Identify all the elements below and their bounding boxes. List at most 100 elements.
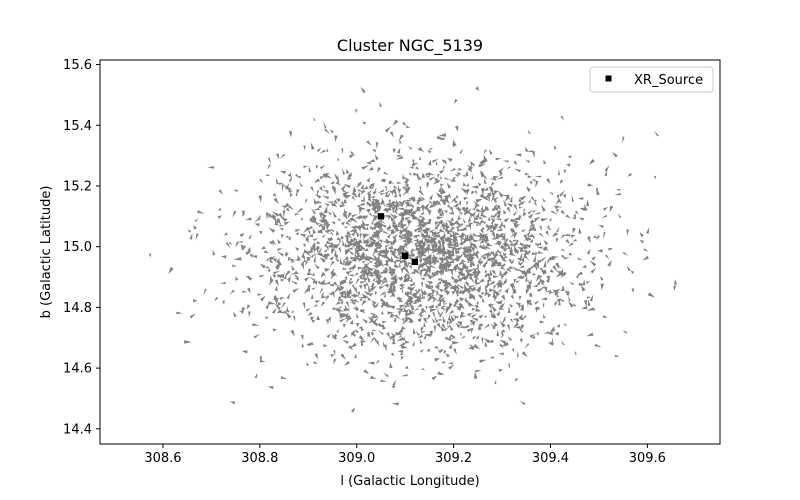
field-star-point	[473, 200, 480, 208]
field-star-point	[351, 231, 356, 237]
field-star-point	[513, 220, 519, 228]
field-star-point	[439, 294, 444, 299]
field-star-point	[292, 288, 300, 293]
field-star-point	[536, 259, 542, 263]
field-star-point	[388, 179, 392, 185]
field-star-point	[407, 262, 413, 265]
field-star-point	[514, 239, 519, 247]
field-star-point	[319, 288, 324, 294]
field-star-point	[425, 234, 431, 240]
field-star-point	[475, 370, 482, 373]
field-star-point	[310, 294, 314, 299]
field-star-point	[563, 323, 568, 327]
field-star-point	[604, 165, 610, 172]
field-star-point	[566, 163, 571, 167]
field-star-point	[523, 234, 527, 241]
field-star-point	[458, 240, 466, 245]
field-star-point	[362, 195, 365, 201]
field-star-point	[358, 223, 364, 231]
field-star-point	[301, 342, 305, 348]
field-star-point	[306, 342, 311, 347]
x-tick-label: 309.4	[532, 451, 569, 466]
field-star-point	[399, 228, 402, 234]
field-star-point	[378, 286, 385, 290]
field-star-point	[511, 266, 518, 271]
field-star-point	[642, 255, 649, 261]
field-star-point	[518, 200, 523, 207]
field-star-point	[419, 245, 424, 249]
field-star-point	[525, 146, 529, 153]
field-star-point	[274, 279, 279, 287]
field-star-point	[300, 334, 304, 341]
field-star-point	[196, 209, 205, 214]
field-star-point	[472, 247, 476, 255]
field-star-point	[439, 169, 445, 174]
field-star-point	[563, 169, 567, 174]
field-star-point	[384, 185, 388, 193]
field-star-point	[486, 253, 490, 260]
field-star-point	[367, 197, 372, 203]
field-star-point	[530, 262, 538, 269]
field-star-point	[223, 232, 228, 236]
field-star-point	[449, 324, 454, 331]
field-star-point	[508, 265, 514, 269]
field-star-point	[426, 207, 431, 212]
field-star-point	[392, 188, 397, 192]
field-star-point	[468, 237, 474, 241]
field-star-point	[626, 264, 631, 272]
field-star-point	[392, 201, 398, 204]
field-star-point	[189, 232, 193, 240]
field-star-point	[428, 159, 432, 166]
field-star-point	[402, 306, 407, 312]
field-star-point	[395, 229, 401, 232]
field-star-point	[492, 321, 497, 330]
field-star-point	[396, 207, 405, 211]
field-star-point	[527, 175, 533, 179]
field-star-point	[394, 255, 402, 260]
field-star-point	[424, 239, 429, 243]
field-star-point	[560, 115, 565, 121]
field-star-point	[218, 207, 221, 212]
plot-frame	[99, 59, 721, 445]
field-star-point	[280, 376, 288, 380]
field-star-point	[383, 171, 389, 176]
field-star-point	[299, 259, 307, 266]
field-star-point	[338, 247, 342, 254]
field-star-point	[443, 231, 447, 237]
field-star-point	[567, 155, 572, 159]
field-star-point	[493, 203, 497, 209]
field-star-point	[520, 244, 526, 250]
field-star-point	[400, 268, 404, 274]
field-star-point	[423, 321, 426, 328]
field-star-point	[391, 292, 396, 298]
field-star-point	[352, 188, 357, 194]
field-star-point	[420, 223, 426, 228]
field-star-point	[390, 231, 397, 235]
field-star-point	[508, 239, 514, 244]
field-star-point	[360, 247, 365, 250]
field-star-point	[356, 233, 360, 238]
field-star-point	[535, 266, 538, 271]
field-star-point	[396, 147, 401, 154]
field-star-point	[343, 208, 346, 213]
field-star-point	[491, 192, 497, 197]
field-star-point	[445, 256, 450, 259]
field-star-point	[316, 315, 320, 321]
field-star-point	[480, 256, 487, 260]
field-star-point	[368, 318, 374, 324]
field-star-point	[314, 193, 322, 199]
field-star-point	[458, 211, 463, 215]
field-star-point	[402, 239, 407, 243]
field-star-point	[327, 237, 334, 243]
field-star-point	[346, 258, 350, 266]
field-star-point	[419, 291, 422, 298]
field-star-point	[395, 308, 404, 312]
field-star-point	[365, 270, 368, 275]
field-star-point	[274, 303, 281, 310]
field-star-point	[419, 259, 422, 265]
field-star-point	[390, 352, 395, 357]
field-star-point	[553, 145, 557, 150]
field-star-point	[471, 307, 476, 311]
field-star-point	[276, 218, 282, 226]
field-star-point	[516, 257, 522, 261]
